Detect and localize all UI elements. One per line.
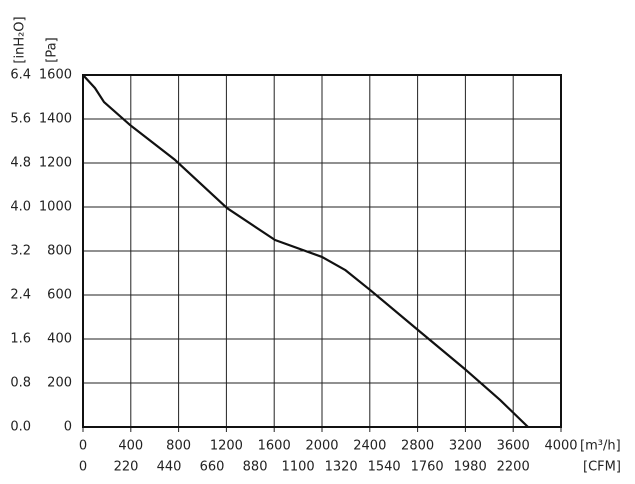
y2-tick-label: 0.0 — [10, 420, 31, 435]
y2-axis-label: [inH₂O] — [13, 16, 28, 63]
y2-tick-label: 2.4 — [10, 288, 31, 303]
x2-tick-label: 660 — [200, 460, 225, 475]
x-tick-label: 1200 — [210, 439, 243, 454]
x2-tick-label: 2200 — [497, 460, 530, 475]
y-tick-label: 1000 — [39, 200, 72, 215]
x-tick-label: 4000 — [544, 439, 577, 454]
x-tick-label: 800 — [166, 439, 191, 454]
curve — [82, 74, 529, 428]
x-tick-label: 3200 — [449, 439, 482, 454]
y2-tick-label: 5.6 — [10, 112, 31, 127]
x-tick-label: 2800 — [401, 439, 434, 454]
y2-tick-label: 0.8 — [10, 376, 31, 391]
x2-tick-label: 220 — [114, 460, 139, 475]
x-tick-label: 1600 — [258, 439, 291, 454]
x-axis-label: [m³/h] — [580, 439, 621, 454]
y2-tick-label: 3.2 — [10, 244, 31, 259]
y-tick-label: 800 — [47, 244, 72, 259]
y-tick-label: 600 — [47, 288, 72, 303]
y-tick-label: 1600 — [39, 68, 72, 83]
y-tick-label: 1400 — [39, 112, 72, 127]
y-tick-label: 1200 — [39, 156, 72, 171]
y-tick-label: 0 — [64, 420, 72, 435]
x-tick-label: 2400 — [353, 439, 386, 454]
y2-tick-label: 1.6 — [10, 332, 31, 347]
x-tick-label: 3600 — [497, 439, 530, 454]
x2-tick-label: 440 — [157, 460, 182, 475]
x2-tick-label: 0 — [79, 460, 87, 475]
x2-tick-label: 1760 — [411, 460, 444, 475]
plot-frame — [82, 74, 562, 428]
x-tick-label: 0 — [79, 439, 87, 454]
y2-tick-label: 4.8 — [10, 156, 31, 171]
y2-tick-label: 4.0 — [10, 200, 31, 215]
x2-tick-label: 1980 — [454, 460, 487, 475]
y-tick-label: 400 — [47, 332, 72, 347]
y-tick-label: 200 — [47, 376, 72, 391]
x2-axis-label: [CFM] — [583, 460, 621, 475]
y-axis-label: [Pa] — [45, 37, 60, 62]
x-tick-label: 400 — [118, 439, 143, 454]
x2-tick-label: 1100 — [282, 460, 315, 475]
x-tick-label: 2000 — [305, 439, 338, 454]
y2-tick-label: 6.4 — [10, 68, 31, 83]
x2-tick-label: 880 — [243, 460, 268, 475]
x2-tick-label: 1320 — [325, 460, 358, 475]
x2-tick-label: 1540 — [368, 460, 401, 475]
